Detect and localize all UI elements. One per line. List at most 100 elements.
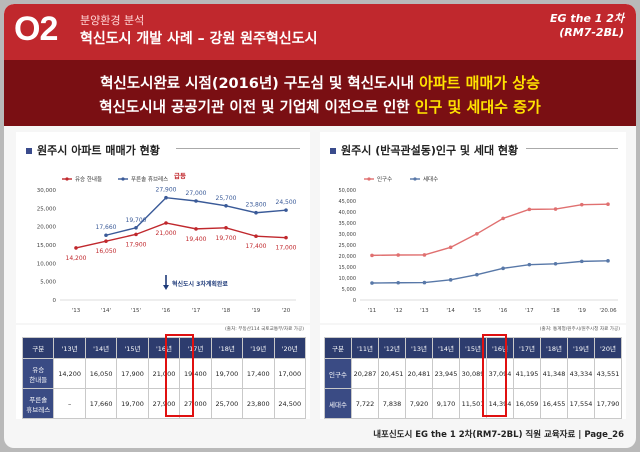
headline-2-highlight: 인구 및 세대수 증가 — [414, 98, 541, 116]
y-tick-label: 15,000 — [339, 265, 357, 271]
right-table-panel: (출처: 통계청/원주시/원주시청 자료 가공) 구분 '11년 '12년 '13년 '… — [320, 325, 626, 419]
headline-1-highlight: 아파트 매매가 상승 — [419, 74, 540, 92]
data-label: 17,660 — [96, 224, 117, 231]
headline-2-text: 혁신도시내 공공기관 이전 및 기업체 이전으로 인한 — [99, 100, 415, 116]
data-point — [422, 253, 427, 257]
table-cell: 14,394 — [486, 388, 514, 419]
table-cell: 16,455 — [540, 388, 568, 419]
section-label: 분양환경 분석 — [80, 14, 145, 27]
data-point — [134, 225, 138, 230]
data-point — [370, 253, 374, 258]
data-label: 25,700 — [216, 195, 237, 202]
title-divider — [176, 148, 300, 149]
table-row: 유승 한내들 14,200 16,050 17,900 21,000 19,400 19,70… — [21, 358, 306, 389]
x-tick-label: '17 — [525, 308, 534, 314]
x-tick-label: '18 — [222, 308, 231, 314]
x-tick-label: '16 — [499, 308, 508, 314]
x-tick-label: '16 — [162, 308, 171, 314]
legend-label: 유승 한내들 — [75, 175, 102, 183]
legend-label: 푸른솔 휴브레스 — [131, 175, 168, 183]
data-point — [527, 207, 532, 212]
right-chart-panel: 원주시 (반곡관설동)인구 및 세대 현황 0 5,000 10,000 15,000… — [320, 132, 626, 323]
table-row: 세대수 7,722 7,838 7,920 9,170 11,501 14,394 16,05… — [324, 388, 622, 419]
data-point — [74, 246, 78, 250]
table-header-cell: '20년 — [594, 337, 622, 359]
data-point — [579, 259, 584, 264]
table-cell: – — [53, 388, 86, 419]
y-tick-label: 10,000 — [37, 261, 57, 267]
data-point — [164, 221, 168, 225]
apartment-price-table: 구분 '13년 '14년 '15년 '16년 '17년 '18년 '19년 '20년 유승 한내들 1… — [21, 337, 306, 419]
project-block: (RM7-2BL) — [559, 26, 624, 39]
x-tick-label: '18 — [551, 308, 560, 314]
x-tick-label: '15 — [473, 308, 482, 314]
data-point — [284, 235, 288, 240]
y-tick-label: 25,000 — [339, 243, 357, 249]
table-cell: 7,920 — [405, 388, 433, 419]
page-footer: 내포신도시 EG the 1 2차(RM7-2BL) 직원 교육자료 | Pag… — [373, 430, 624, 440]
table-cell: 7,838 — [378, 388, 406, 419]
x-tick-label: '20.06 — [599, 308, 617, 314]
table-cell: 17,000 — [273, 358, 306, 389]
table-cell: 43,334 — [567, 358, 595, 389]
table-cell: 21,000 — [147, 358, 181, 389]
table-header-cell: '14년 — [84, 337, 118, 359]
y-tick-label: 30,000 — [37, 188, 57, 194]
table-header-cell: '11년 — [351, 337, 379, 359]
bullet-square-icon — [26, 148, 32, 154]
table-cell: 25,700 — [210, 388, 244, 419]
y-tick-label: 25,000 — [37, 206, 57, 212]
headline-1-text: 혁신도시완료 시점(2016년) 구도심 및 혁신도시내 — [100, 76, 420, 92]
x-tick-label: '20 — [282, 308, 291, 314]
data-point — [553, 261, 558, 266]
legend-label: 인구수 — [377, 176, 392, 183]
table-cell: 43,551 — [594, 358, 622, 389]
x-tick-label: '19 — [252, 308, 261, 314]
table-cell: 16,059 — [513, 388, 541, 419]
data-point — [606, 259, 610, 263]
project-code: EG the 1 2차 — [549, 12, 624, 25]
table-header-cell: '17년 — [513, 337, 541, 359]
y-tick-label: 15,000 — [37, 243, 57, 249]
headline-band: 혁신도시완료 시점(2016년) 구도심 및 혁신도시내 아파트 매매가 상승 … — [4, 60, 636, 126]
x-tick-label: '17 — [192, 308, 201, 314]
table-row: 인구수 20,287 20,451 20,481 23,945 30,089 37,094 4… — [324, 358, 622, 389]
data-point — [254, 234, 258, 238]
data-point — [224, 225, 228, 230]
data-point — [553, 207, 558, 211]
y-tick-label: 35,000 — [339, 221, 357, 227]
left-chart-title: 원주시 아파트 매매가 현황 — [26, 142, 160, 158]
table-cell: 19,700 — [210, 358, 244, 389]
table-header-cell: '19년 — [242, 337, 275, 359]
table-cell: 20,451 — [378, 358, 406, 389]
data-point — [475, 232, 479, 236]
table-cell: 14,200 — [53, 358, 86, 389]
section-number: O2 — [14, 10, 58, 48]
data-point — [422, 280, 427, 285]
x-tick-label: '14 — [446, 308, 455, 314]
x-tick-label: '13 — [72, 308, 81, 314]
table-cell: 17,790 — [594, 388, 622, 419]
left-table-panel: (출처: 부동산114 국토교통부/자료 가공) 구분 '13년 '14년 '15년 '… — [16, 325, 310, 419]
highlight-box-2016-left — [165, 334, 194, 417]
surge-label: 급등 — [174, 171, 186, 180]
x-tick-label: '13 — [420, 308, 429, 314]
series-line — [371, 203, 609, 257]
data-point — [224, 203, 228, 208]
legend-label: 세대수 — [423, 175, 438, 183]
series-line — [75, 222, 287, 249]
table-cell: 20,287 — [351, 358, 379, 389]
legend-marker — [413, 177, 417, 181]
data-point — [254, 210, 258, 215]
row-label: 푸른솔 휴브레스 — [21, 388, 55, 419]
left-chart-title-text: 원주시 아파트 매매가 현황 — [37, 144, 160, 157]
y-tick-label: 45,000 — [339, 199, 357, 205]
y-tick-label: 40,000 — [339, 210, 357, 216]
x-tick-label: '15' — [131, 308, 141, 314]
data-point — [448, 278, 453, 282]
legend-marker — [65, 177, 69, 181]
table-cell: 16,050 — [84, 358, 118, 389]
table-cell: 20,481 — [405, 358, 433, 389]
data-point — [104, 233, 108, 238]
x-tick-label: '14' — [101, 308, 111, 314]
